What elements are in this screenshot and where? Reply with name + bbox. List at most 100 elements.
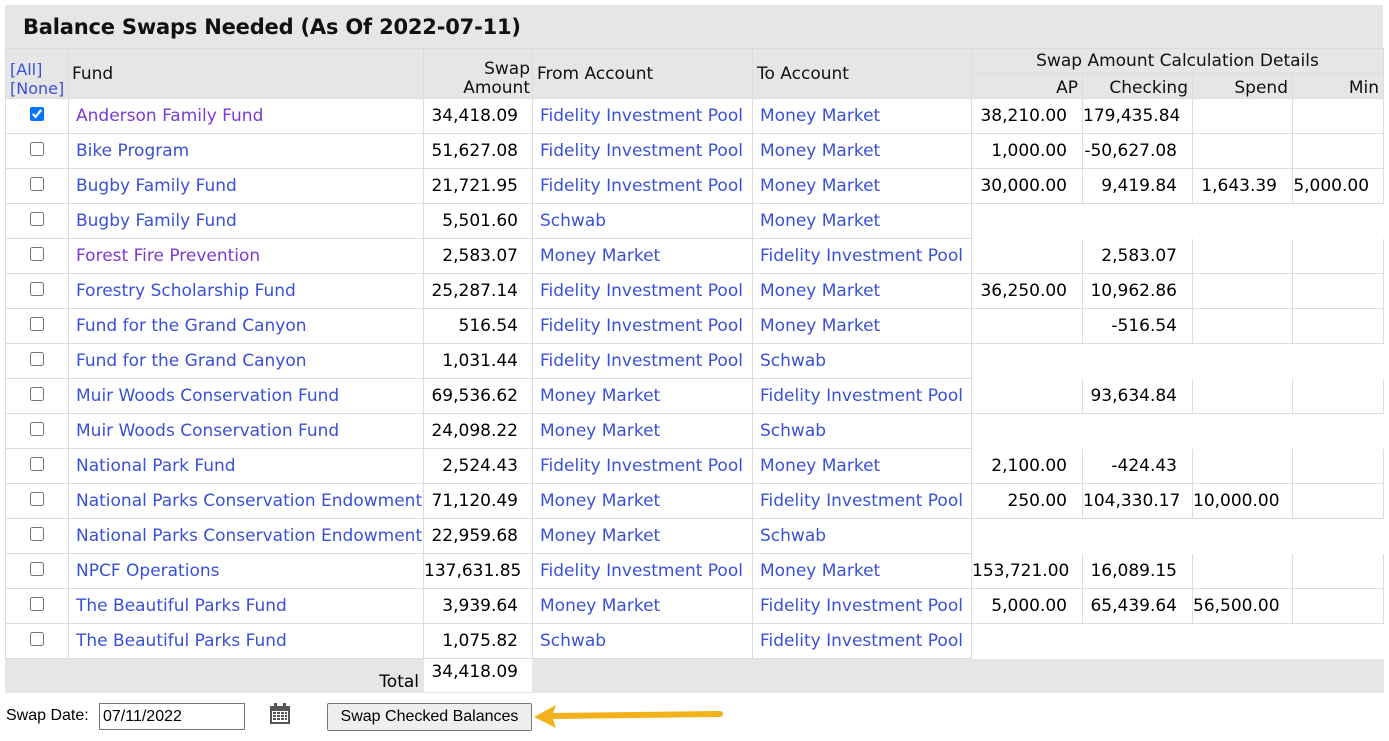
fund-link[interactable]: Muir Woods Conservation Fund: [68, 413, 424, 449]
checking-value: 9,419.84: [1082, 168, 1193, 204]
to-account-link[interactable]: Money Market: [752, 168, 972, 204]
checking-value: -516.54: [1082, 308, 1193, 344]
swap-header-line2: Amount: [463, 78, 530, 98]
to-account-link[interactable]: Schwab: [752, 413, 972, 449]
fund-link[interactable]: Anderson Family Fund: [68, 98, 424, 134]
row-checkbox[interactable]: [30, 282, 44, 296]
row-select-cell: [5, 168, 69, 204]
row-checkbox[interactable]: [30, 492, 44, 506]
checking-value: 104,330.17: [1082, 483, 1193, 519]
swap-amount: 5,501.60: [423, 203, 533, 239]
spend-value: 56,500.00: [1192, 588, 1293, 624]
from-account-link[interactable]: Fidelity Investment Pool: [532, 98, 753, 134]
swap-amount: 3,939.64: [423, 588, 533, 624]
from-account-link[interactable]: Money Market: [532, 588, 753, 624]
to-account-link[interactable]: Fidelity Investment Pool: [752, 623, 972, 659]
row-checkbox[interactable]: [30, 317, 44, 331]
from-account-link[interactable]: Money Market: [532, 483, 753, 519]
fund-link[interactable]: Bike Program: [68, 133, 424, 169]
min-value: [1291, 238, 1385, 274]
to-account-link[interactable]: Fidelity Investment Pool: [752, 238, 972, 274]
from-account-link[interactable]: Schwab: [532, 623, 753, 659]
row-checkbox[interactable]: [30, 177, 44, 191]
swap-amount: 2,583.07: [423, 238, 533, 274]
table-row: National Parks Conservation Endowment 22,…: [5, 518, 1385, 554]
checking-value: -50,627.08: [1082, 133, 1193, 169]
from-account-link[interactable]: Fidelity Investment Pool: [532, 273, 753, 309]
calculation-details-header: Swap Amount Calculation Details: [970, 48, 1385, 74]
row-checkbox[interactable]: [30, 352, 44, 366]
from-account-link[interactable]: Money Market: [532, 413, 753, 449]
from-account-link[interactable]: Fidelity Investment Pool: [532, 168, 753, 204]
total-row: Total 34,418.09: [5, 658, 1385, 693]
fund-link[interactable]: Forest Fire Prevention: [68, 238, 424, 274]
fund-link[interactable]: National Park Fund: [68, 448, 424, 484]
row-select-cell: [5, 588, 69, 624]
swap-amount: 51,627.08: [423, 133, 533, 169]
from-account-link[interactable]: Fidelity Investment Pool: [532, 553, 753, 589]
swap-amount: 24,098.22: [423, 413, 533, 449]
row-checkbox[interactable]: [30, 527, 44, 541]
row-checkbox[interactable]: [30, 212, 44, 226]
select-none-link[interactable]: [None]: [10, 79, 65, 98]
to-account-link[interactable]: Fidelity Investment Pool: [752, 378, 972, 414]
fund-link[interactable]: National Parks Conservation Endowment: [68, 518, 424, 554]
to-account-link[interactable]: Fidelity Investment Pool: [752, 588, 972, 624]
ap-value: 250.00: [971, 483, 1083, 519]
from-account-link[interactable]: Fidelity Investment Pool: [532, 133, 753, 169]
from-account-link[interactable]: Money Market: [532, 518, 753, 554]
spend-column-header: Spend: [1192, 73, 1293, 99]
to-account-link[interactable]: Fidelity Investment Pool: [752, 483, 972, 519]
to-account-link[interactable]: Schwab: [752, 518, 972, 554]
row-select-cell: [5, 378, 69, 414]
row-checkbox[interactable]: [30, 632, 44, 646]
from-header-label: From Account: [537, 64, 654, 84]
row-checkbox[interactable]: [30, 597, 44, 611]
fund-link[interactable]: Bugby Family Fund: [68, 168, 424, 204]
from-account-link[interactable]: Fidelity Investment Pool: [532, 343, 753, 379]
fund-link[interactable]: Bugby Family Fund: [68, 203, 424, 239]
row-checkbox[interactable]: [30, 107, 44, 121]
select-all-link[interactable]: [All]: [10, 60, 43, 79]
row-checkbox[interactable]: [30, 422, 44, 436]
fund-link[interactable]: NPCF Operations: [68, 553, 424, 589]
from-account-link[interactable]: Money Market: [532, 238, 753, 274]
fund-link[interactable]: Muir Woods Conservation Fund: [68, 378, 424, 414]
swap-checked-balances-button[interactable]: Swap Checked Balances: [327, 703, 532, 731]
row-select-cell: [5, 413, 69, 449]
fund-link[interactable]: The Beautiful Parks Fund: [68, 623, 424, 659]
from-account-link[interactable]: Schwab: [532, 203, 753, 239]
table-row: Muir Woods Conservation Fund 69,536.62 Mon…: [5, 378, 1385, 414]
fund-link[interactable]: National Parks Conservation Endowment: [68, 483, 424, 519]
row-checkbox[interactable]: [30, 457, 44, 471]
from-account-link[interactable]: Money Market: [532, 378, 753, 414]
row-checkbox[interactable]: [30, 142, 44, 156]
swap-date-input[interactable]: [99, 703, 245, 730]
to-account-link[interactable]: Money Market: [752, 273, 972, 309]
fund-link[interactable]: Fund for the Grand Canyon: [68, 343, 424, 379]
from-account-link[interactable]: Fidelity Investment Pool: [532, 448, 753, 484]
to-account-link[interactable]: Money Market: [752, 308, 972, 344]
to-account-link[interactable]: Money Market: [752, 448, 972, 484]
from-account-column-header: From Account: [532, 48, 753, 99]
from-account-link[interactable]: Fidelity Investment Pool: [532, 308, 753, 344]
to-account-link[interactable]: Schwab: [752, 343, 972, 379]
to-account-link[interactable]: Money Market: [752, 98, 972, 134]
row-select-cell: [5, 343, 69, 379]
checking-value: -424.43: [1082, 448, 1193, 484]
fund-link[interactable]: Forestry Scholarship Fund: [68, 273, 424, 309]
row-checkbox[interactable]: [30, 247, 44, 261]
table-row: National Parks Conservation Endowment 71,…: [5, 483, 1385, 519]
swap-date-label: Swap Date:: [6, 707, 89, 724]
to-account-link[interactable]: Money Market: [752, 203, 972, 239]
to-account-link[interactable]: Money Market: [752, 133, 972, 169]
min-value: [1291, 308, 1385, 344]
ap-value: 36,250.00: [971, 273, 1083, 309]
calendar-icon[interactable]: [269, 703, 291, 725]
min-value: [1291, 588, 1385, 624]
row-checkbox[interactable]: [30, 562, 44, 576]
fund-link[interactable]: Fund for the Grand Canyon: [68, 308, 424, 344]
to-account-link[interactable]: Money Market: [752, 553, 972, 589]
row-checkbox[interactable]: [30, 387, 44, 401]
fund-link[interactable]: The Beautiful Parks Fund: [68, 588, 424, 624]
